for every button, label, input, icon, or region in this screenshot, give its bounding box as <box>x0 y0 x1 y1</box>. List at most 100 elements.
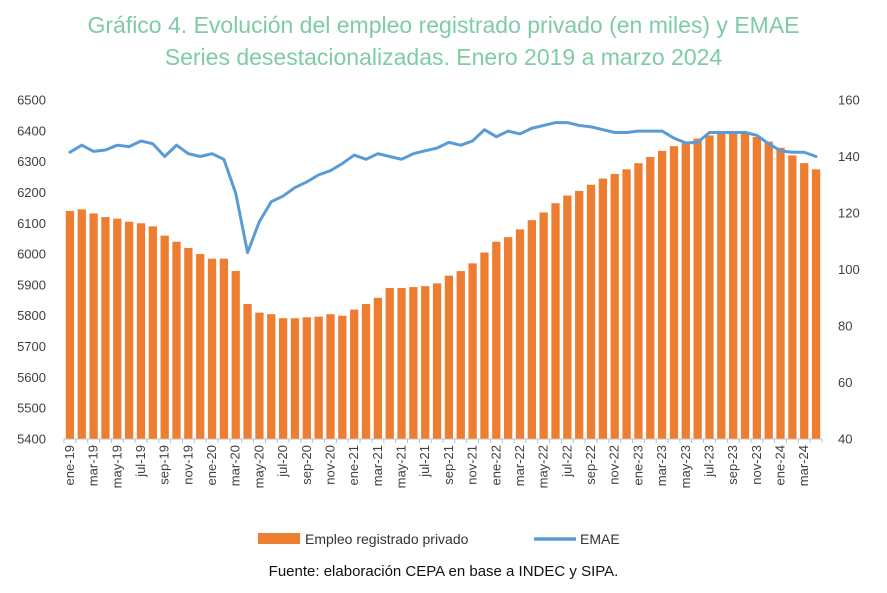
bar-47 <box>622 169 631 439</box>
bar-43 <box>575 190 584 439</box>
y-axis-left-ticks: 5400 5500 5600 5700 5800 5900 6000 6100 6200 6300… <box>17 93 46 447</box>
bar-14 <box>231 271 240 439</box>
bar-62 <box>800 163 809 439</box>
bar-40 <box>539 212 548 439</box>
x-tick-label: ene-22 <box>488 445 503 485</box>
bar-46 <box>610 173 619 439</box>
y-left-tick-label: 6300 <box>17 154 46 169</box>
x-tick-label: sep-21 <box>441 445 456 485</box>
x-tick-label: mar-22 <box>512 445 527 486</box>
bar-58 <box>752 136 761 440</box>
legend-label-empleo: Empleo registrado privado <box>305 531 469 547</box>
legend-label-emae: EMAE <box>580 531 620 547</box>
y-right-tick-label: 80 <box>838 319 852 334</box>
bar-12 <box>207 258 217 439</box>
bar-60 <box>776 147 785 439</box>
y-left-tick-label: 6500 <box>17 93 46 108</box>
bar-52 <box>681 143 690 439</box>
bar-51 <box>669 146 679 440</box>
bar-27 <box>385 287 394 439</box>
bar-53 <box>693 138 702 439</box>
bar-26 <box>373 297 382 439</box>
x-tick-label: mar-23 <box>654 445 669 486</box>
x-tick-label: jul-20 <box>275 445 290 478</box>
y-right-tick-label: 160 <box>838 93 860 108</box>
y-left-tick-label: 6000 <box>17 247 46 262</box>
bar-59 <box>764 141 773 439</box>
y-left-tick-label: 5800 <box>17 308 46 323</box>
bar-39 <box>527 220 536 439</box>
bar-56 <box>729 132 738 440</box>
x-tick-label: may-21 <box>394 445 409 488</box>
bar-55 <box>717 133 726 439</box>
chart-title: Gráfico 4. Evolución del empleo registra… <box>87 12 800 38</box>
bar-32 <box>444 275 454 439</box>
x-tick-label: may-20 <box>251 445 266 488</box>
bar-2 <box>89 213 98 439</box>
chart-legend: Empleo registrado privado EMAE <box>258 531 620 547</box>
bar-18 <box>278 318 288 439</box>
x-tick-label: mar-20 <box>228 445 243 486</box>
x-tick-label: ene-19 <box>62 445 77 485</box>
x-tick-label: nov-21 <box>465 445 480 485</box>
bar-54 <box>705 135 714 439</box>
bar-38 <box>515 229 525 439</box>
line-series-emae <box>68 121 818 255</box>
bar-9 <box>172 241 181 439</box>
x-tick-label: jul-22 <box>559 445 574 478</box>
bar-63 <box>811 169 821 439</box>
bar-6 <box>136 223 146 439</box>
bar-1 <box>77 209 86 439</box>
y-right-tick-label: 140 <box>838 149 860 164</box>
bar-30 <box>421 286 430 439</box>
bar-28 <box>397 287 406 439</box>
x-tick-label: sep-23 <box>725 445 740 485</box>
bar-61 <box>788 155 797 439</box>
bar-34 <box>468 263 477 439</box>
bar-57 <box>740 133 750 439</box>
chart-subtitle: Series desestacionalizadas. Enero 2019 a… <box>164 44 723 70</box>
chart-source: Fuente: elaboración CEPA en base a INDEC… <box>268 563 619 580</box>
x-tick-label: nov-19 <box>180 445 195 485</box>
x-tick-label: sep-22 <box>583 445 598 485</box>
y-left-tick-label: 5900 <box>17 277 46 292</box>
bar-17 <box>267 314 276 439</box>
bar-24 <box>350 309 359 439</box>
bar-7 <box>148 226 157 439</box>
x-tick-label: sep-19 <box>157 445 172 485</box>
bar-10 <box>184 247 193 439</box>
x-tick-label: nov-20 <box>322 445 337 485</box>
y-left-tick-label: 6100 <box>17 216 46 231</box>
x-tick-label: ene-21 <box>346 445 361 485</box>
x-tick-label: mar-19 <box>86 445 101 486</box>
x-tick-label: sep-20 <box>299 445 314 485</box>
emae-line <box>68 121 818 255</box>
x-axis-ticks: ene-19 mar-19 may-19 jul-19 sep-19 nov-19 ene-… <box>62 445 811 488</box>
bar-50 <box>657 150 667 439</box>
y-right-tick-label: 100 <box>838 262 860 277</box>
bar-35 <box>480 252 489 439</box>
x-tick-label: nov-23 <box>749 445 764 485</box>
bar-13 <box>219 258 229 439</box>
bar-21 <box>314 316 323 439</box>
x-tick-label: jul-19 <box>133 445 148 478</box>
bar-45 <box>598 178 608 439</box>
y-left-tick-label: 6200 <box>17 185 46 200</box>
bar-25 <box>361 304 371 439</box>
bar-15 <box>243 304 252 439</box>
bar-3 <box>101 217 110 439</box>
y-left-tick-label: 5500 <box>17 401 46 416</box>
x-tick-label: jul-23 <box>701 445 716 478</box>
bar-5 <box>125 221 134 439</box>
bar-31 <box>432 283 442 439</box>
bar-29 <box>409 287 418 439</box>
bar-8 <box>160 235 169 439</box>
chart-axes <box>63 438 823 443</box>
bar-series-empleo <box>65 132 821 440</box>
x-tick-label: may-22 <box>536 445 551 488</box>
bar-23 <box>338 315 347 439</box>
bar-37 <box>504 237 513 439</box>
bar-16 <box>255 312 264 439</box>
bar-44 <box>586 184 596 439</box>
